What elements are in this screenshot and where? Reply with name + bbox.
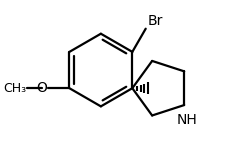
Text: O: O	[37, 81, 47, 95]
Text: NH: NH	[177, 113, 197, 127]
Text: Br: Br	[148, 14, 163, 28]
Text: CH₃: CH₃	[3, 82, 26, 95]
